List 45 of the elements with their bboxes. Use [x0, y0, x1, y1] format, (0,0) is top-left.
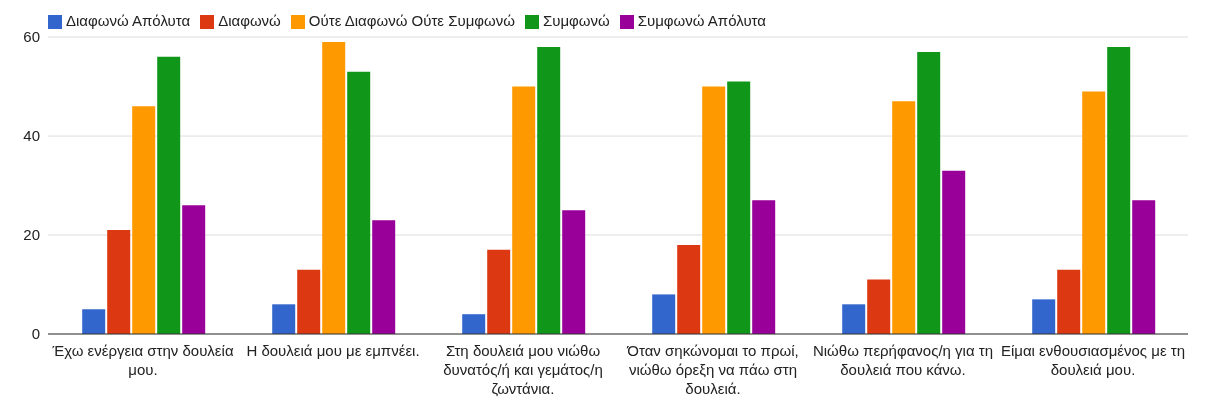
bar [1107, 46, 1131, 334]
bar [752, 200, 776, 334]
bar [942, 170, 966, 334]
bar [347, 71, 371, 334]
legend-label: Ούτε Διαφωνώ Ούτε Συμφωνώ [308, 12, 515, 29]
y-tick-label: 0 [31, 325, 40, 343]
x-tick-label: Στη δουλειά μου νιώθω δυνατός/ή και γεμάτος/η ζωντάνια. [443, 342, 603, 397]
bar [892, 101, 916, 334]
bar [1132, 200, 1156, 334]
bar [1057, 269, 1081, 334]
bar [677, 244, 701, 334]
legend-label: Διαφωνώ Απόλυτα [66, 12, 191, 29]
bar [182, 205, 206, 334]
x-tick-label: Είμαι ενθουσιασμένος με τη δουλειά μου. [1000, 342, 1186, 378]
bar [867, 279, 891, 334]
x-tick-label: Η δουλειά μου με εμπνέει. [246, 342, 420, 359]
y-tick-label: 60 [23, 28, 40, 46]
bar [322, 41, 346, 334]
bar [917, 51, 941, 334]
bar [487, 249, 511, 334]
bar [1032, 299, 1056, 334]
bar [702, 86, 726, 334]
bar [1082, 91, 1106, 334]
bar [82, 309, 106, 334]
bar [512, 86, 536, 334]
legend-label: Συμφωνώ Απόλυτα [637, 12, 766, 29]
legend-label: Συμφωνώ [542, 12, 610, 29]
bar [372, 220, 396, 334]
bar [107, 230, 131, 334]
x-tick-label: Νιώθω περήφανος/η για τη δουλειά που κάνω. [812, 342, 994, 378]
y-tick-label: 20 [23, 226, 40, 244]
x-tick-label: Έχω ενέργεια στην δουλεία μου. [51, 342, 234, 378]
bar [462, 314, 486, 334]
x-tick-label: Όταν σηκώνομαι το πρωί, νιώθω όρεξη να πάω στη δουλειά. [626, 342, 799, 397]
y-tick-label: 40 [23, 127, 40, 145]
bar [272, 304, 296, 334]
bar [297, 269, 321, 334]
bar [132, 106, 156, 334]
bar [727, 81, 751, 334]
bar [562, 210, 586, 334]
bar [842, 304, 866, 334]
bar [157, 56, 181, 334]
bar [652, 294, 676, 334]
bar [537, 46, 561, 334]
legend-label: Διαφωνώ [218, 12, 281, 29]
